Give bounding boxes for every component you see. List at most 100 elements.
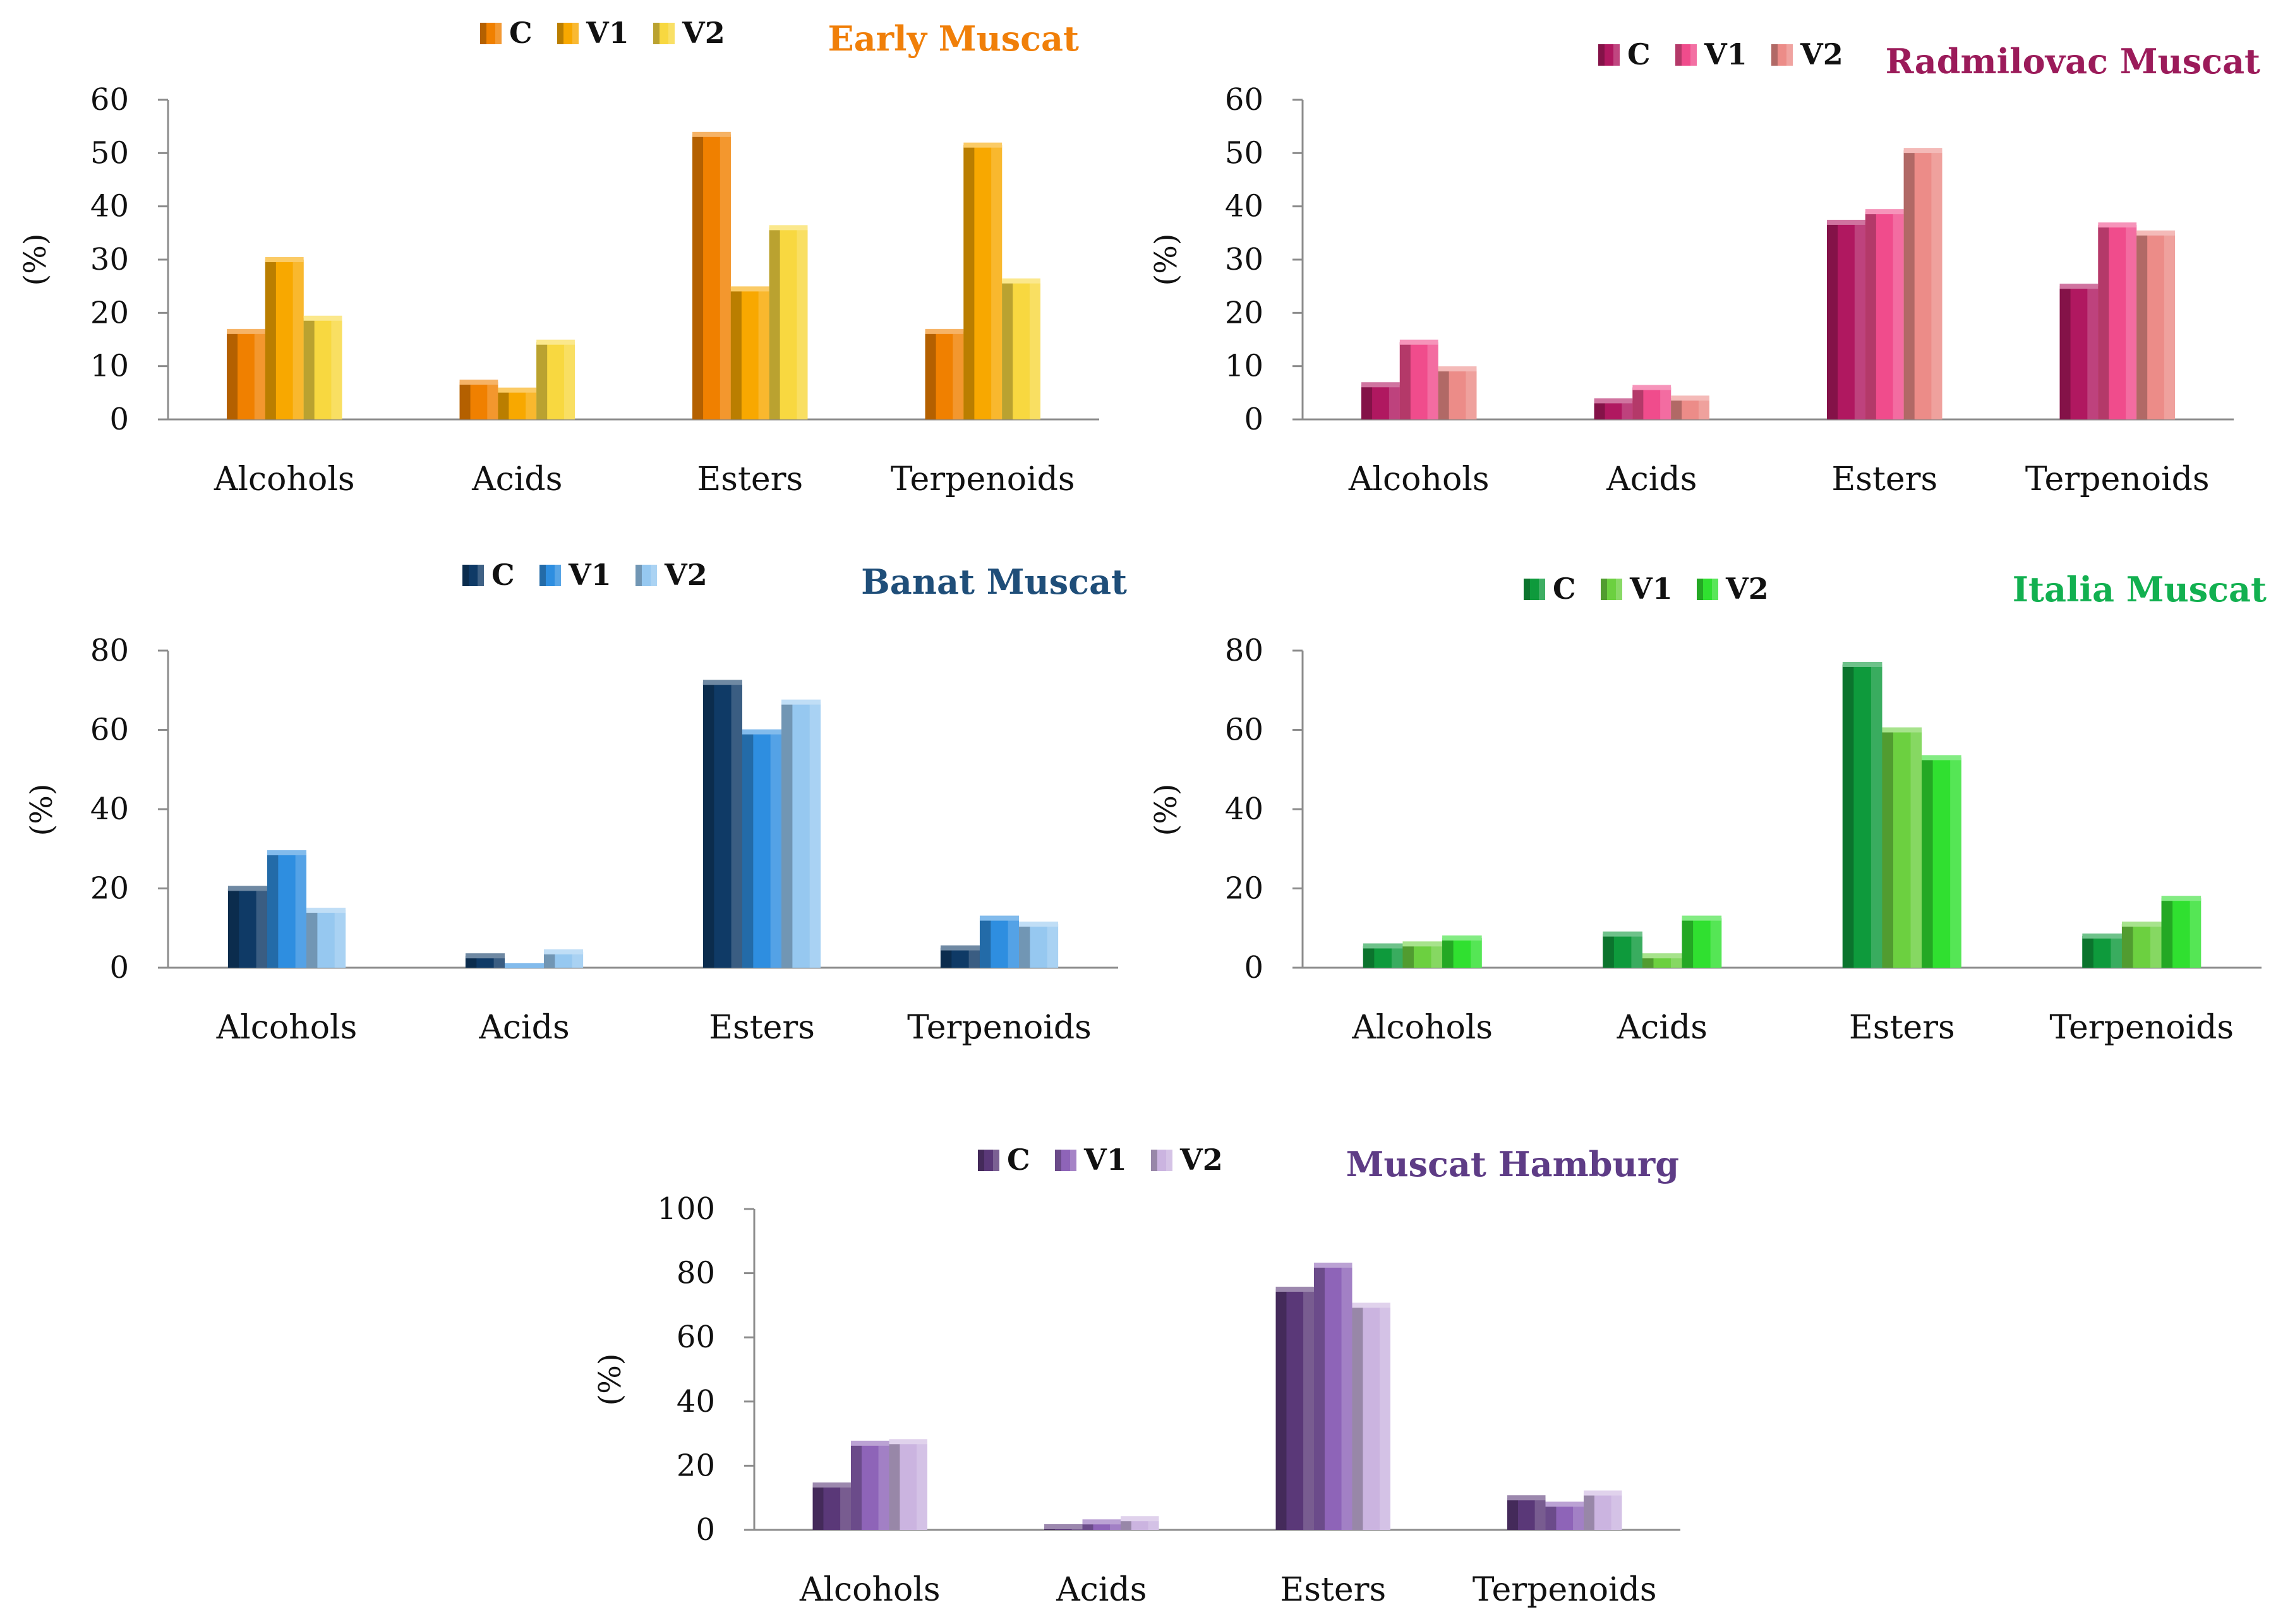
chart-title: Muscat Hamburg xyxy=(1346,1144,1679,1184)
legend-swatch-shadow xyxy=(978,1150,984,1171)
legend: C V1 V2 xyxy=(1598,37,1843,71)
bar-top-bevel xyxy=(1603,931,1642,937)
bar-shadow-side xyxy=(851,1443,862,1530)
bar-light-side xyxy=(493,956,505,968)
bar-top-bevel xyxy=(2161,896,2202,901)
bar-v1-acids xyxy=(1642,953,1682,968)
bar-shadow-side xyxy=(498,390,509,419)
bar-top-bevel xyxy=(465,953,505,959)
legend-label: V2 xyxy=(682,16,725,50)
category-label: Esters xyxy=(709,1009,815,1047)
category-label: Esters xyxy=(697,460,803,498)
category-label: Terpenoids xyxy=(2025,460,2210,498)
category-label: Esters xyxy=(1831,460,1937,498)
bar-shadow-side xyxy=(692,134,704,420)
legend-swatch-v1 xyxy=(539,565,561,586)
bar-c-acids xyxy=(1044,1524,1083,1530)
legend-swatch-shadow xyxy=(1151,1150,1157,1171)
bar-shadow-side xyxy=(1545,1504,1557,1530)
bar-shadow-side xyxy=(1019,923,1030,968)
bar-shadow-side xyxy=(1402,944,1414,968)
legend-swatch-light xyxy=(1786,44,1793,66)
y-axis-label: (%) xyxy=(24,783,59,836)
category-label: Alcohols xyxy=(1348,460,1490,498)
legend-swatch-v2 xyxy=(1697,579,1718,600)
y-tick-label: 60 xyxy=(1225,82,1263,117)
y-tick-label: 20 xyxy=(677,1448,715,1483)
bar-light-side xyxy=(1388,385,1400,419)
bar-c-esters xyxy=(692,131,731,420)
y-tick-label: 40 xyxy=(90,189,129,224)
y-tick-label: 0 xyxy=(109,950,129,985)
bar-light-side xyxy=(334,910,346,968)
bar-v2-alcohols xyxy=(889,1439,927,1530)
bar-light-side xyxy=(1047,923,1059,968)
y-tick-label: 10 xyxy=(1225,349,1263,384)
bar-shadow-side xyxy=(1352,1305,1363,1530)
bar-v2-esters xyxy=(1922,755,1961,968)
legend-swatch-c xyxy=(1524,579,1545,600)
legend-swatch-shadow xyxy=(636,565,642,586)
category-label: Terpenoids xyxy=(1473,1571,1657,1609)
legend-swatch-c xyxy=(480,23,502,44)
bar-v2-esters xyxy=(781,699,821,968)
bar-shadow-side xyxy=(1594,400,1605,419)
bar-top-bevel xyxy=(692,131,731,137)
bar-shadow-side xyxy=(2136,232,2148,419)
y-tick-label: 40 xyxy=(1225,791,1263,827)
bar-shadow-side xyxy=(1922,757,1933,968)
bar-top-bevel xyxy=(1583,1490,1622,1496)
bar-c-acids xyxy=(1594,398,1633,419)
bar-v1-esters xyxy=(1882,727,1922,968)
bar-top-bevel xyxy=(2082,933,2122,939)
legend-label: C xyxy=(1007,1143,1030,1177)
legend-swatch-light xyxy=(1070,1150,1076,1171)
bar-shadow-side xyxy=(1671,398,1682,419)
bar-light-side xyxy=(991,145,1003,419)
y-tick-label: 20 xyxy=(90,295,129,330)
bar-shadow-side xyxy=(781,702,793,968)
bar-top-bevel xyxy=(1507,1495,1546,1501)
legend-swatch-shadow xyxy=(462,565,469,586)
bar-top-bevel xyxy=(940,945,980,951)
legend: C V1 V2 xyxy=(462,558,708,592)
chart-title: Radmilovac Muscat xyxy=(1886,41,2260,81)
bar-v2-esters xyxy=(769,225,808,419)
bar-top-bevel xyxy=(1882,727,1922,733)
legend-swatch-v2 xyxy=(636,565,657,586)
bar-light-side xyxy=(295,853,307,968)
legend-swatch-shadow xyxy=(1697,579,1703,600)
y-axis-label: (%) xyxy=(18,233,53,286)
bar-light-side xyxy=(1466,368,1477,419)
bar-v1-terpenoids xyxy=(2121,921,2162,968)
bar-top-bevel xyxy=(1827,219,1865,225)
y-tick-label: 60 xyxy=(90,713,129,748)
bar-c-alcohols xyxy=(1363,943,1403,968)
chart-title: Italia Muscat xyxy=(2013,569,2267,610)
category-label: Terpenoids xyxy=(891,460,1075,498)
y-tick-label: 0 xyxy=(696,1512,715,1548)
legend: C V1 V2 xyxy=(978,1143,1223,1177)
legend-label: C xyxy=(491,558,515,592)
legend-swatch-v1 xyxy=(1675,44,1697,66)
legend-label: C xyxy=(1627,37,1651,71)
category-label: Terpenoids xyxy=(907,1009,1092,1047)
bar-light-side xyxy=(797,227,808,419)
category-label: Acids xyxy=(1606,460,1697,498)
y-tick-label: 60 xyxy=(90,82,129,117)
chart-title: Banat Muscat xyxy=(861,562,1127,602)
bar-v1-alcohols xyxy=(265,257,304,419)
y-tick-label: 0 xyxy=(1244,950,1263,985)
bar-v2-alcohols xyxy=(303,315,342,419)
y-tick-label: 80 xyxy=(1225,633,1263,668)
bar-top-bevel xyxy=(742,729,782,735)
bar-shadow-side xyxy=(1438,368,1449,419)
bar-v2-acids xyxy=(544,949,584,968)
legend-label: V1 xyxy=(568,558,611,592)
bar-light-side xyxy=(1910,730,1922,968)
bar-shadow-side xyxy=(940,947,952,968)
bar-light-side xyxy=(1573,1504,1584,1530)
legend-swatch-shadow xyxy=(1598,44,1605,66)
legend-swatch-c xyxy=(462,565,484,586)
y-tick-label: 30 xyxy=(90,242,129,277)
